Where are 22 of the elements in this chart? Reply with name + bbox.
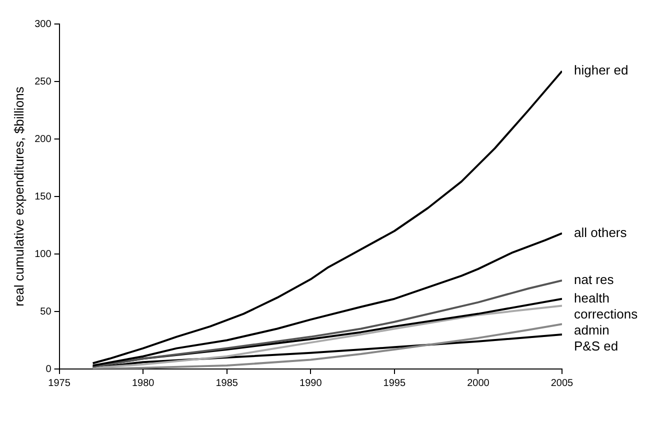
x-tick-label: 1980 bbox=[132, 378, 155, 389]
y-axis-title: real cumulative expenditures, $billions bbox=[11, 86, 26, 306]
y-tick-label: 100 bbox=[34, 248, 52, 260]
series-label: P&S ed bbox=[574, 338, 618, 354]
series-label: health bbox=[574, 290, 610, 306]
y-tick-label: 200 bbox=[34, 134, 52, 145]
x-tick-label: 2005 bbox=[550, 378, 574, 389]
y-tick-label: 0 bbox=[46, 364, 52, 375]
y-tick-label: 250 bbox=[34, 76, 52, 88]
y-tick-label: 300 bbox=[34, 18, 52, 30]
series-label: higher ed bbox=[574, 62, 628, 78]
x-tick-label: 1990 bbox=[300, 378, 322, 389]
x-tick-label: 1975 bbox=[48, 378, 71, 389]
x-tick-label: 1995 bbox=[383, 378, 406, 389]
series-label: all others bbox=[574, 224, 628, 240]
y-tick-label: 150 bbox=[34, 191, 52, 202]
series-label: corrections bbox=[574, 306, 638, 322]
y-tick-label: 50 bbox=[40, 306, 52, 318]
series-label: admin bbox=[574, 322, 610, 338]
x-tick-label: 2000 bbox=[467, 378, 490, 389]
series-label: nat res bbox=[574, 272, 614, 288]
x-tick-label: 1985 bbox=[216, 378, 238, 389]
